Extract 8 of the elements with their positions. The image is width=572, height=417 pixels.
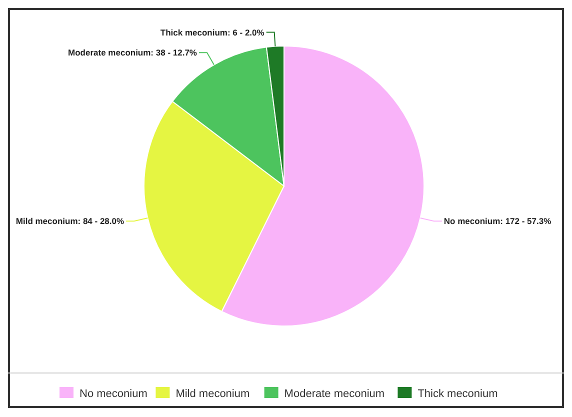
legend-label: Moderate meconium: [284, 388, 385, 400]
legend-label: Thick meconium: [418, 388, 498, 400]
legend-label: No meconium: [80, 388, 148, 400]
data-label: Moderate meconium: 38 - 12.7%: [68, 48, 198, 58]
data-label: Mild meconium: 84 - 28.0%: [16, 216, 125, 226]
data-label: No meconium: 172 - 57.3%: [444, 216, 552, 226]
data-label: Thick meconium: 6 - 2.0%: [160, 27, 265, 38]
legend-label: Mild meconium: [176, 388, 250, 400]
